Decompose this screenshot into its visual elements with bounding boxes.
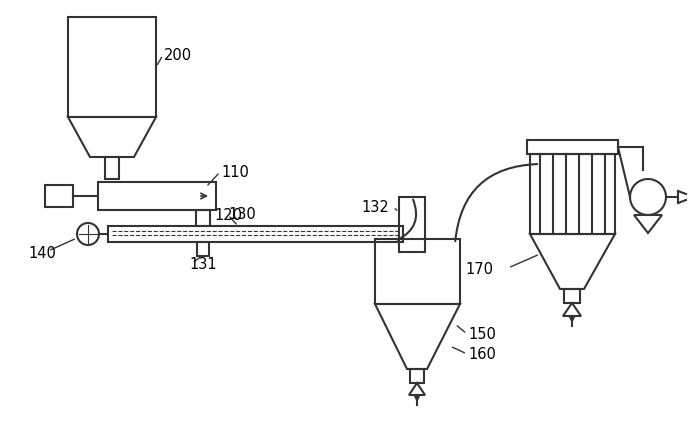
Bar xyxy=(68,18,156,118)
Bar xyxy=(399,197,425,253)
Bar xyxy=(527,141,618,155)
Text: 132: 132 xyxy=(361,200,389,215)
Bar xyxy=(45,186,73,207)
Text: 110: 110 xyxy=(221,165,249,180)
Text: 131: 131 xyxy=(189,257,217,272)
Text: 140: 140 xyxy=(28,245,56,260)
Bar xyxy=(564,289,580,303)
Text: 170: 170 xyxy=(465,262,493,277)
Text: 150: 150 xyxy=(468,327,496,342)
Text: 160: 160 xyxy=(468,347,496,362)
Bar xyxy=(410,369,424,383)
Bar xyxy=(530,155,615,234)
Text: 120: 120 xyxy=(214,208,242,223)
Bar xyxy=(197,243,209,256)
Text: 200: 200 xyxy=(164,48,192,63)
Bar xyxy=(105,158,119,180)
Bar xyxy=(196,210,210,227)
Bar xyxy=(98,183,216,210)
Text: 130: 130 xyxy=(228,207,256,222)
Bar xyxy=(108,227,403,243)
Bar xyxy=(375,240,460,304)
